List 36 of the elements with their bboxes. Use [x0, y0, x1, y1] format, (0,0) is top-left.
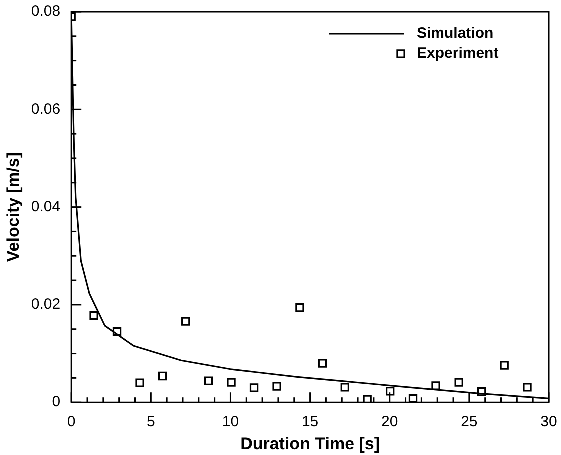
x-tick-label: 0 — [67, 414, 76, 431]
x-tick-label: 25 — [461, 414, 478, 431]
point — [386, 387, 395, 396]
point — [318, 359, 328, 368]
x-tick-label: 20 — [382, 414, 398, 431]
legend-label: Experiment — [417, 45, 499, 62]
point — [272, 382, 282, 391]
y-tick-label: 0.02 — [31, 296, 61, 314]
legend-label: Simulation — [417, 25, 494, 42]
x-tick-label: 5 — [146, 414, 156, 431]
y-tick-label: 0.06 — [31, 100, 61, 118]
point — [182, 317, 190, 326]
point — [112, 327, 122, 336]
x-tick-label: 30 — [540, 414, 558, 431]
point — [204, 376, 214, 386]
point — [250, 384, 259, 392]
point — [523, 383, 532, 392]
point — [408, 394, 418, 403]
point — [478, 388, 486, 396]
y-tick-label: 0 — [52, 394, 61, 411]
point — [296, 304, 304, 312]
x-tick-label: 10 — [222, 414, 240, 431]
point — [340, 383, 350, 392]
point — [432, 382, 440, 390]
point — [90, 311, 98, 320]
point — [454, 378, 464, 387]
point — [500, 361, 509, 370]
x-axis-title: Duration Time [s] — [240, 434, 380, 454]
x-tick-label: 15 — [302, 414, 319, 431]
y-tick-label: 0.08 — [31, 3, 61, 20]
point — [158, 372, 168, 381]
y-tick-label: 0.04 — [31, 198, 61, 216]
point — [227, 378, 236, 387]
y-axis-title: Velocity [m/s] — [4, 152, 23, 262]
point — [136, 378, 144, 388]
point — [363, 395, 372, 403]
